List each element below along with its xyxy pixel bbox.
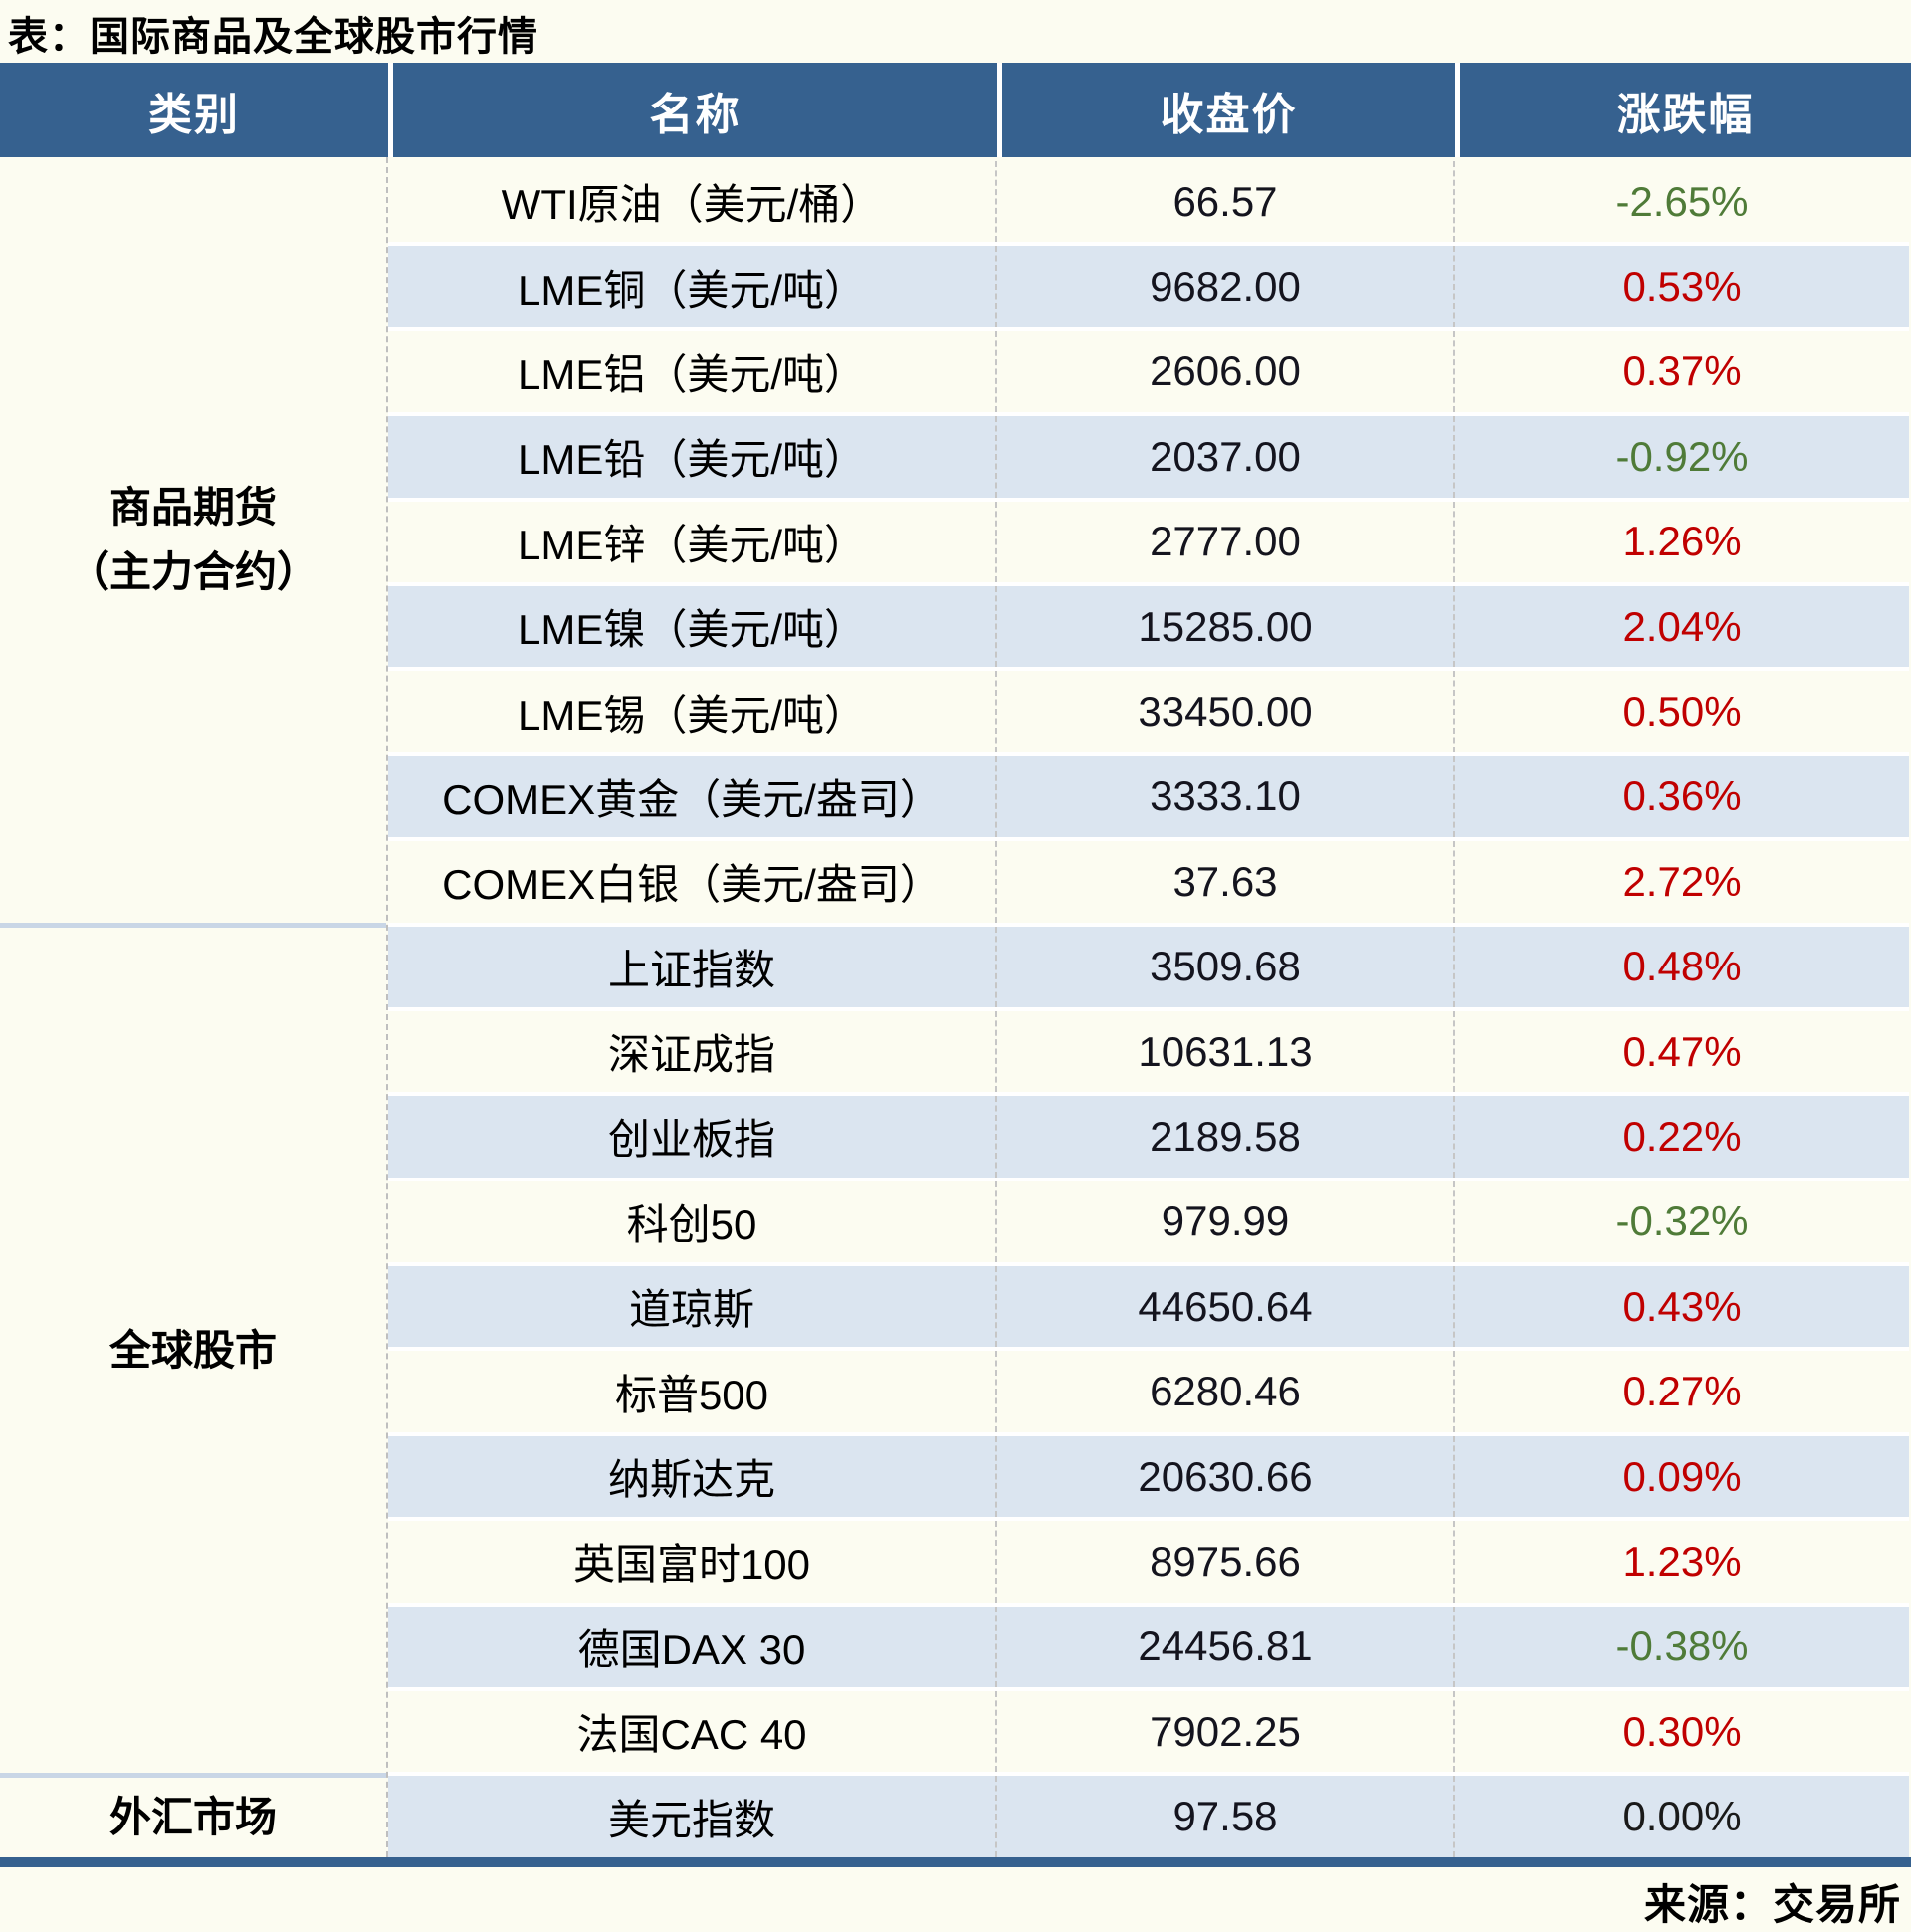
close-price-cell: 7902.25 [997,1691,1455,1773]
change-percent-cell: 0.37% [1622,347,1742,395]
close-price-cell: 10631.13 [997,1010,1455,1093]
table-row: 法国CAC 40 7902.25 0.30% [388,1687,1909,1773]
category-label-line: （主力合约） [67,548,318,596]
close-price-cell: 33450.00 [997,671,1455,752]
table-row: LME铝（美元/吨） 2606.00 0.37% [388,326,1909,413]
table-bottom-rule [0,1857,1911,1867]
instrument-name-cell: COMEX白银（美元/盎司） [388,841,997,923]
change-percent-cell: -2.65% [1615,177,1749,225]
close-price-cell: 8975.66 [997,1521,1455,1603]
table-row: 道琼斯 44650.64 0.43% [388,1262,1909,1348]
instrument-name-cell: 英国富时100 [388,1521,997,1603]
table-row: LME镍（美元/吨） 15285.00 2.04% [388,581,1909,668]
change-percent-cell: 1.23% [1622,1537,1742,1585]
close-price-cell: 44650.64 [997,1266,1455,1348]
change-percent-cell: 0.53% [1622,263,1742,311]
close-price-cell: 979.99 [997,1181,1455,1263]
category-cell: 商品期货 （主力合约） [0,157,386,923]
change-percent-cell: 0.48% [1622,943,1742,990]
instrument-name-cell: WTI原油（美元/桶） [388,161,997,243]
table-body: 商品期货 （主力合约） 全球股市外汇市场 WTI原油（美元/桶） 66.57 -2.65… [0,157,1911,1857]
table-row: COMEX黄金（美元/盎司） 3333.10 0.36% [388,751,1909,838]
instrument-name-cell: 道琼斯 [388,1266,997,1348]
close-price-cell: 6280.46 [997,1351,1455,1432]
change-percent-cell: 0.27% [1622,1368,1742,1415]
table-row: 英国富时100 8975.66 1.23% [388,1517,1909,1603]
category-label-line: 外汇市场 [108,1794,277,1841]
close-price-cell: 9682.00 [997,246,1455,327]
instrument-name-cell: 美元指数 [388,1776,997,1857]
instrument-name-cell: LME铅（美元/吨） [388,416,997,498]
close-price-cell: 2777.00 [997,501,1455,582]
table-row: 上证指数 3509.68 0.48% [388,922,1909,1007]
column-header-change: 涨跌幅 [1455,63,1911,157]
close-price-cell: 97.58 [997,1776,1455,1857]
change-percent-cell: 1.26% [1622,518,1742,565]
change-percent-cell: 2.72% [1622,857,1742,905]
table-row: 深证成指 10631.13 0.47% [388,1006,1909,1093]
table-row: 标普500 6280.46 0.27% [388,1347,1909,1432]
change-percent-cell: 0.50% [1622,688,1742,736]
instrument-name-cell: 德国DAX 30 [388,1606,997,1688]
instrument-name-cell: LME锌（美元/吨） [388,501,997,582]
table-header-row: 类别 名称 收盘价 涨跌幅 [0,63,1911,157]
change-percent-cell: 0.09% [1622,1452,1742,1500]
change-percent-cell: 0.36% [1622,772,1742,820]
close-price-cell: 2189.58 [997,1096,1455,1178]
close-price-cell: 15285.00 [997,585,1455,668]
instrument-name-cell: LME铜（美元/吨） [388,246,997,327]
instrument-name-cell: LME铝（美元/吨） [388,330,997,413]
close-price-cell: 20630.66 [997,1435,1455,1518]
change-percent-cell: 0.47% [1622,1027,1742,1075]
source-label: 来源：交易所 [1643,1881,1901,1928]
category-label-line: 商品期货 [108,484,277,532]
close-price-cell: 3333.10 [997,755,1455,838]
close-price-cell: 2037.00 [997,416,1455,498]
instrument-name-cell: LME锡（美元/吨） [388,671,997,752]
close-price-cell: 66.57 [997,161,1455,243]
rows-column: WTI原油（美元/桶） 66.57 -2.65% LME铜（美元/吨） 9682.00 0… [388,157,1909,1857]
category-label-line: 全球股市 [108,1326,277,1374]
table-row: LME铅（美元/吨） 2037.00 -0.92% [388,412,1909,498]
instrument-name-cell: 标普500 [388,1351,997,1432]
close-price-cell: 24456.81 [997,1606,1455,1688]
category-column: 商品期货 （主力合约） 全球股市外汇市场 [0,157,388,1857]
instrument-name-cell: LME镍（美元/吨） [388,585,997,668]
close-price-cell: 37.63 [997,841,1455,923]
change-percent-cell: 0.22% [1622,1112,1742,1160]
change-percent-cell: 0.00% [1622,1793,1742,1840]
table-row: WTI原油（美元/桶） 66.57 -2.65% [388,157,1909,243]
change-percent-cell: -0.38% [1615,1622,1749,1670]
column-header-category: 类别 [0,63,388,157]
table-row: 纳斯达克 20630.66 0.09% [388,1431,1909,1518]
table-title: 表：国际商品及全球股市行情 [8,15,538,59]
instrument-name-cell: 创业板指 [388,1096,997,1178]
column-header-name: 名称 [388,63,997,157]
instrument-name-cell: 法国CAC 40 [388,1691,997,1773]
instrument-name-cell: 深证成指 [388,1010,997,1093]
category-cell: 全球股市 [0,922,386,1773]
close-price-cell: 2606.00 [997,330,1455,413]
change-percent-cell: 0.43% [1622,1282,1742,1330]
instrument-name-cell: 纳斯达克 [388,1435,997,1518]
table-row: 科创50 979.99 -0.32% [388,1177,1909,1263]
close-price-cell: 3509.68 [997,926,1455,1007]
column-header-close: 收盘价 [997,63,1455,157]
instrument-name-cell: COMEX黄金（美元/盎司） [388,755,997,838]
change-percent-cell: -0.92% [1615,432,1749,480]
category-cell: 外汇市场 [0,1772,386,1857]
table-row: 美元指数 97.58 0.00% [388,1772,1909,1857]
table-row: 创业板指 2189.58 0.22% [388,1092,1909,1178]
change-percent-cell: 0.30% [1622,1707,1742,1755]
table-row: LME锡（美元/吨） 33450.00 0.50% [388,667,1909,752]
table-row: LME铜（美元/吨） 9682.00 0.53% [388,242,1909,327]
change-percent-cell: 2.04% [1622,602,1742,650]
table-row: COMEX白银（美元/盎司） 37.63 2.72% [388,837,1909,923]
change-percent-cell: -0.32% [1615,1197,1749,1245]
table-row: 德国DAX 30 24456.81 -0.38% [388,1602,1909,1688]
table-row: LME锌（美元/吨） 2777.00 1.26% [388,497,1909,582]
instrument-name-cell: 上证指数 [388,926,997,1007]
instrument-name-cell: 科创50 [388,1181,997,1263]
market-table: 类别 名称 收盘价 涨跌幅 商品期货 （主力合约） 全球股市外汇市场 WTI原油（美… [0,63,1911,1857]
